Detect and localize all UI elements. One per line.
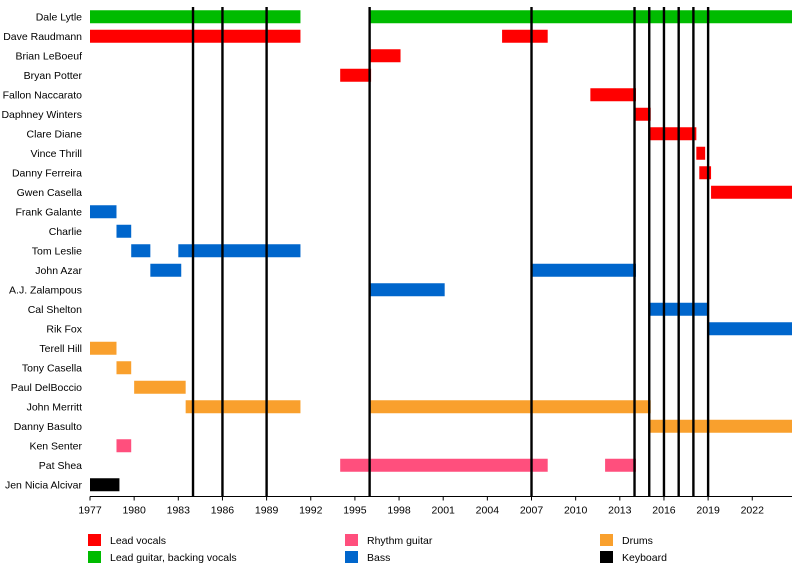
legend-swatch-lead-vocals xyxy=(88,534,101,546)
member-name-charlie: Charlie xyxy=(49,226,82,238)
bar-bryan-potter-1 xyxy=(340,68,372,82)
member-name-jen-nicia-alcivar: Jen Nicia Alcivar xyxy=(5,479,83,491)
legend-swatch-rhythm-guitar xyxy=(345,534,358,546)
member-name-vince-thrill: Vince Thrill xyxy=(30,148,82,160)
member-name-cal-shelton: Cal Shelton xyxy=(28,304,82,316)
x-tick-label-2019: 2019 xyxy=(696,505,720,517)
legend-label-bass: Bass xyxy=(367,552,390,564)
bar-daphney-winters-1 xyxy=(634,107,651,121)
member-name-ken-senter: Ken Senter xyxy=(29,440,82,452)
legend-label-lead-guitar-backing-vocals: Lead guitar, backing vocals xyxy=(110,552,237,564)
bar-jen-nicia-alcivar-1 xyxy=(90,478,120,492)
bar-paul-delboccio-1 xyxy=(134,380,186,394)
x-tick-label-1980: 1980 xyxy=(122,505,146,517)
bar-pat-shea-1 xyxy=(340,458,548,472)
bar-john-merritt-1 xyxy=(185,400,301,414)
x-tick-label-1977: 1977 xyxy=(78,505,102,517)
bar-terell-hill-1 xyxy=(90,341,117,355)
member-name-tony-casella: Tony Casella xyxy=(22,362,82,374)
x-tick-label-1989: 1989 xyxy=(255,505,279,517)
member-name-john-merritt: John Merritt xyxy=(27,401,83,413)
bar-dale-lytle-2 xyxy=(369,10,792,24)
member-name-dale-lytle: Dale Lytle xyxy=(36,11,82,23)
x-tick-label-2022: 2022 xyxy=(741,505,765,517)
bar-tony-casella-1 xyxy=(116,361,132,375)
x-tick-label-2010: 2010 xyxy=(564,505,588,517)
bars-layer xyxy=(90,10,792,492)
x-tick-label-2007: 2007 xyxy=(520,505,544,517)
legend-swatch-keyboard xyxy=(600,551,613,563)
member-name-fallon-naccarato: Fallon Naccarato xyxy=(3,89,83,101)
member-name-danny-ferreira: Danny Ferreira xyxy=(12,167,82,179)
bar-brian-leboeuf-1 xyxy=(369,49,401,63)
bar-pat-shea-2 xyxy=(605,458,636,472)
member-name-danny-basulto: Danny Basulto xyxy=(14,421,82,433)
bar-danny-basulto-1 xyxy=(649,419,792,433)
x-tick-label-1986: 1986 xyxy=(211,505,235,517)
legend-swatch-drums xyxy=(600,534,613,546)
legend-label-drums: Drums xyxy=(622,535,653,547)
member-name-paul-delboccio: Paul DelBoccio xyxy=(11,382,82,394)
legend-label-lead-vocals: Lead vocals xyxy=(110,535,166,547)
legend-label-keyboard: Keyboard xyxy=(622,552,667,564)
member-name-clare-diane: Clare Diane xyxy=(27,128,83,140)
x-tick-label-2016: 2016 xyxy=(652,505,676,517)
legend-label-rhythm-guitar: Rhythm guitar xyxy=(367,535,433,547)
bar-tom-leslie-1 xyxy=(131,244,151,258)
bar-charlie-1 xyxy=(116,224,132,238)
x-axis: 1977 1980 1983 1986 1989 1992 1995 1998 2001 2004… xyxy=(78,496,792,517)
bar-john-merritt-2 xyxy=(369,400,651,414)
member-name-daphney-winters: Daphney Winters xyxy=(1,109,82,121)
legend-swatch-bass xyxy=(345,551,358,563)
x-tick-label-1995: 1995 xyxy=(343,505,367,517)
member-name-bryan-potter: Bryan Potter xyxy=(24,70,83,82)
member-name-gwen-casella: Gwen Casella xyxy=(17,187,83,199)
x-tick-label-1998: 1998 xyxy=(387,505,411,517)
x-tick-label-1992: 1992 xyxy=(299,505,323,517)
member-name-rik-fox: Rik Fox xyxy=(46,323,82,335)
bar-john-azar-2 xyxy=(531,263,636,277)
bar-tom-leslie-2 xyxy=(178,244,301,258)
bar-dale-lytle-1 xyxy=(90,10,301,24)
member-name-frank-galante: Frank Galante xyxy=(15,206,82,218)
x-tick-label-1983: 1983 xyxy=(167,505,191,517)
bar-rik-fox-1 xyxy=(708,322,792,336)
legend-swatch-lead-guitar-backing-vocals xyxy=(88,551,101,563)
bar-vince-thrill-1 xyxy=(696,146,706,160)
member-name-brian-leboeuf: Brian LeBoeuf xyxy=(15,50,82,62)
member-name-john-azar: John Azar xyxy=(35,265,82,277)
bar-a-j-zalampous-1 xyxy=(369,283,445,297)
bar-dave-raudmann-1 xyxy=(90,29,301,43)
bar-ken-senter-1 xyxy=(116,439,132,453)
x-tick-label-2004: 2004 xyxy=(476,505,500,517)
bar-frank-galante-1 xyxy=(90,205,117,219)
member-name-dave-raudmann: Dave Raudmann xyxy=(3,31,82,43)
legend: Lead vocals Lead guitar, backing vocals Rh… xyxy=(88,534,667,564)
bar-gwen-casella-1 xyxy=(711,185,792,199)
bar-clare-diane-1 xyxy=(649,127,697,141)
member-name-terell-hill: Terell Hill xyxy=(39,343,82,355)
member-name-a-j-zalampous: A.J. Zalampous xyxy=(9,284,82,296)
x-tick-label-2001: 2001 xyxy=(432,505,456,517)
bar-john-azar-1 xyxy=(150,263,182,277)
member-name-tom-leslie: Tom Leslie xyxy=(32,245,82,257)
x-tick-label-2013: 2013 xyxy=(608,505,632,517)
member-names: Dale Lytle Dave Raudmann Brian LeBoeuf Brya… xyxy=(1,11,82,491)
event-lines-layer xyxy=(191,7,710,497)
bar-dave-raudmann-2 xyxy=(502,29,548,43)
bar-fallon-naccarato-1 xyxy=(590,88,636,102)
member-name-pat-shea: Pat Shea xyxy=(39,460,82,472)
bar-danny-ferreira-1 xyxy=(699,166,712,180)
